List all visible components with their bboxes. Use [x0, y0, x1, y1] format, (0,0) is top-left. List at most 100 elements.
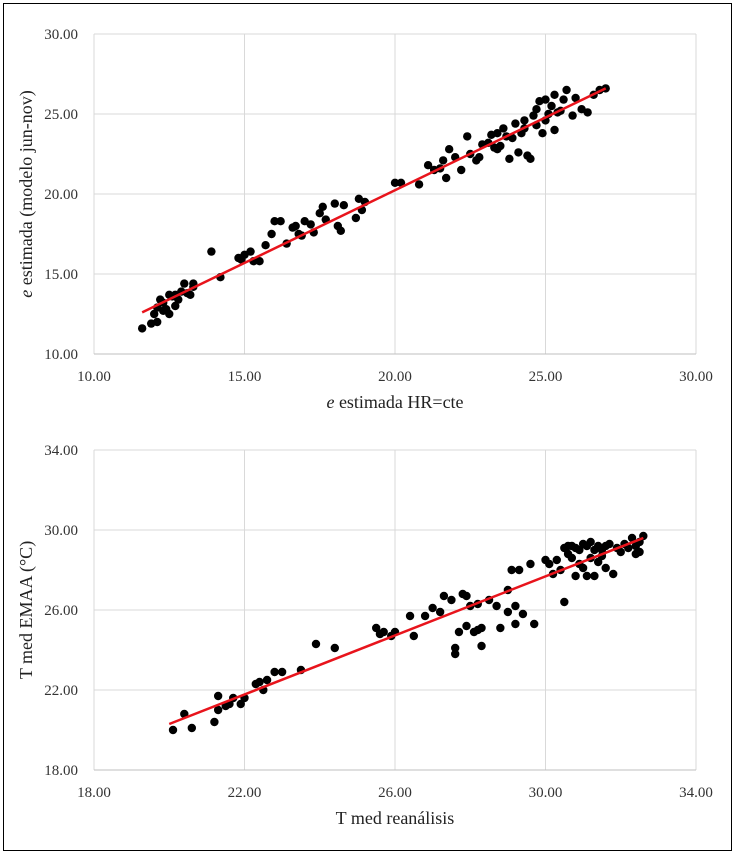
data-point	[414, 180, 424, 189]
data-point	[511, 601, 520, 611]
data-point	[538, 129, 547, 138]
data-point	[496, 623, 505, 633]
data-point	[137, 324, 147, 333]
data-point	[351, 213, 361, 223]
gridlines	[93, 449, 697, 771]
data-point	[236, 699, 245, 709]
data-point	[475, 153, 484, 162]
data-point	[270, 217, 279, 226]
x-tick-label: 15.00	[228, 369, 262, 385]
y-tick-label: 22.00	[44, 683, 78, 699]
data-point	[390, 178, 400, 187]
data-point	[207, 247, 216, 256]
y-tick-label: 26.00	[44, 603, 78, 619]
data-point	[454, 627, 464, 637]
data-point	[462, 621, 471, 631]
data-point	[627, 533, 637, 543]
data-point	[616, 547, 625, 557]
data-point	[520, 116, 529, 125]
scatter-chart-temperature: 18.00 22.00 26.00 30.00 34.00 18.00 22.00 26.0…	[16, 443, 713, 828]
data-point	[530, 619, 539, 629]
data-point	[261, 241, 270, 250]
data-point	[318, 202, 327, 211]
y-tick-label: 25.00	[44, 107, 78, 123]
data-point	[451, 649, 460, 659]
trend-line	[168, 536, 644, 726]
data-point	[503, 607, 513, 617]
data-point	[438, 156, 448, 165]
data-point	[315, 209, 324, 218]
data-point	[508, 133, 517, 143]
data-point	[583, 108, 592, 117]
x-tick-label: 18.00	[77, 785, 111, 801]
data-point	[514, 565, 524, 575]
data-point	[511, 619, 520, 629]
data-point	[492, 601, 501, 611]
data-point	[601, 563, 610, 573]
data-point	[526, 559, 535, 569]
data-point	[423, 161, 433, 170]
data-point	[420, 611, 430, 621]
data-point	[330, 643, 339, 653]
y-tick-label: 10.00	[44, 347, 78, 363]
data-point	[568, 111, 577, 120]
data-point	[168, 725, 178, 735]
data-point	[571, 571, 580, 581]
data-point	[499, 124, 508, 133]
data-point	[441, 173, 451, 183]
trend-line	[141, 87, 607, 314]
data-point	[578, 563, 588, 573]
data-point	[444, 145, 454, 154]
data-point	[635, 547, 644, 557]
data-point	[477, 623, 486, 633]
data-point	[180, 279, 189, 288]
data-point	[428, 603, 437, 613]
data-point	[255, 257, 264, 266]
data-point	[270, 667, 279, 677]
data-point	[560, 597, 569, 607]
data-point	[559, 95, 568, 104]
data-point	[562, 85, 571, 95]
x-tick-label: 10.00	[77, 369, 111, 385]
data-point	[213, 691, 223, 701]
data-point	[586, 537, 595, 547]
y-tick-label: 34.00	[44, 443, 78, 459]
x-tick-label: 30.00	[679, 369, 713, 385]
data-point	[511, 119, 520, 128]
data-point	[153, 317, 162, 327]
data-point	[547, 101, 556, 111]
data-point	[582, 571, 592, 581]
x-axis-title: e estimada HR=cte	[326, 392, 463, 412]
data-point	[330, 199, 339, 208]
data-point	[405, 611, 415, 621]
x-tick-label: 26.00	[378, 785, 412, 801]
data-point	[339, 201, 349, 210]
data-point	[165, 309, 174, 319]
data-point	[171, 301, 180, 311]
y-tick-label: 15.00	[44, 267, 78, 283]
data-point	[291, 221, 300, 231]
data-point	[451, 643, 460, 653]
data-point	[186, 290, 195, 299]
data-point	[545, 559, 554, 569]
data-point	[371, 623, 381, 633]
figure-frame	[3, 3, 732, 851]
data-point	[174, 295, 183, 304]
data-point	[336, 226, 346, 235]
x-tick-label: 30.00	[529, 785, 563, 801]
y-axis-title: e estimada (modelo jun-nov)	[16, 90, 37, 297]
data-point	[463, 132, 472, 141]
y-tick-label: 30.00	[44, 27, 78, 43]
data-point	[609, 569, 618, 579]
data-point	[276, 217, 285, 226]
data-point	[255, 677, 264, 687]
y-tick-labels: 18.00 22.00 26.00 30.00 34.00	[44, 443, 78, 779]
y-tick-label: 18.00	[44, 763, 78, 779]
data-point	[267, 229, 276, 239]
data-point	[435, 607, 445, 617]
data-points	[168, 531, 648, 735]
gridlines	[93, 33, 697, 355]
data-point	[306, 220, 315, 229]
data-point	[150, 309, 159, 319]
